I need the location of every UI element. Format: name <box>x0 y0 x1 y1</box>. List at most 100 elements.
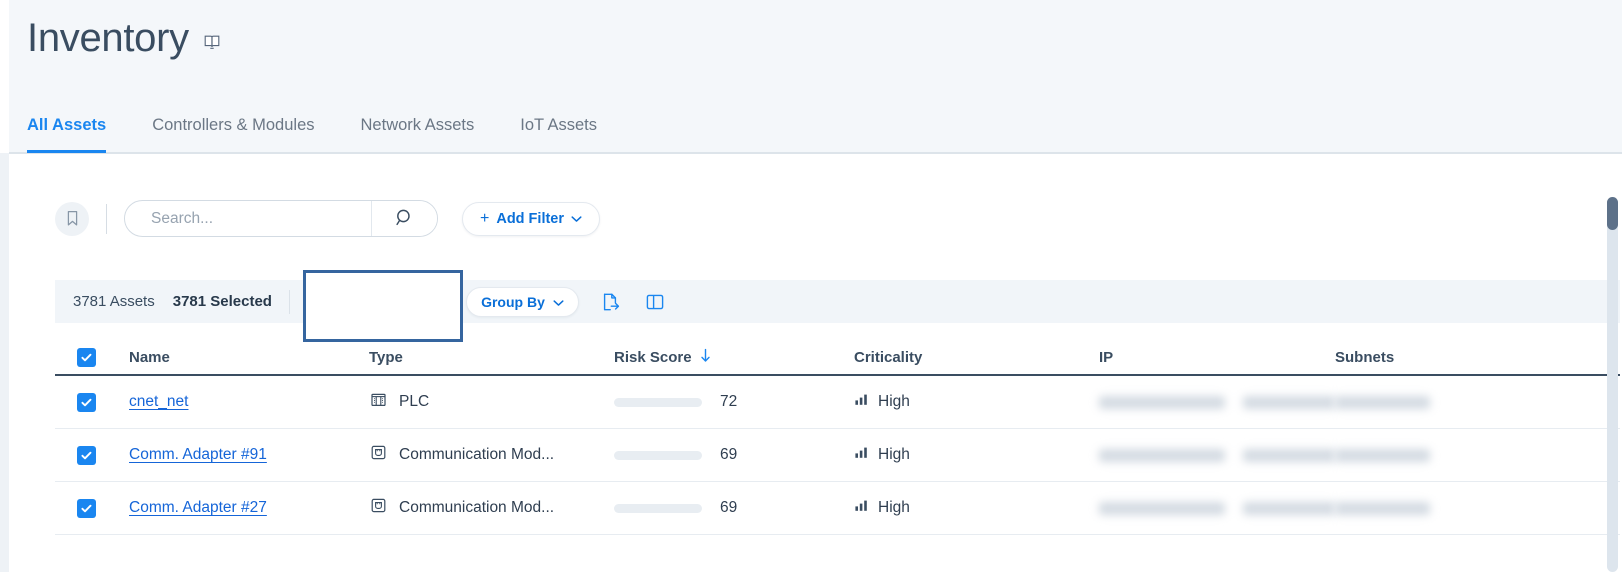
redacted-subnet-value <box>1335 501 1430 515</box>
plus-icon: + <box>480 209 490 227</box>
asset-name-link[interactable]: Comm. Adapter #27 <box>129 499 267 516</box>
communication-module-icon <box>369 443 388 467</box>
column-header-criticality[interactable]: Criticality <box>854 348 923 366</box>
row-risk-cell: 72 <box>614 393 854 411</box>
select-all-cell <box>55 347 129 367</box>
toolbar-divider-2 <box>288 289 290 314</box>
redacted-ip-value-2 <box>1243 448 1335 462</box>
row-subnets-cell <box>1335 448 1575 462</box>
column-header-risk-score[interactable]: Risk Score <box>614 348 854 367</box>
chevron-down-icon <box>571 211 582 227</box>
row-risk-cell: 69 <box>614 499 854 517</box>
search-icon <box>395 208 414 230</box>
vertical-scrollbar[interactable] <box>1607 197 1618 572</box>
add-filter-button[interactable]: + Add Filter <box>462 201 601 236</box>
bookmark-icon[interactable] <box>55 201 89 236</box>
toolbar-divider <box>106 203 107 234</box>
row-checkbox[interactable] <box>77 392 96 412</box>
redacted-subnet-value <box>1335 448 1430 462</box>
row-name-cell: Comm. Adapter #27 <box>129 499 369 517</box>
assets-count: 3781 Assets <box>73 293 155 310</box>
signal-bars-icon <box>854 392 869 412</box>
plc-icon <box>369 390 388 414</box>
search-button[interactable] <box>371 201 437 236</box>
table-row[interactable]: cnet_net PLC <box>55 376 1620 429</box>
row-select-cell <box>55 498 129 518</box>
row-select-cell <box>55 392 129 412</box>
redacted-ip-value-2 <box>1243 395 1335 409</box>
search-box <box>124 200 438 237</box>
risk-score-value: 69 <box>720 446 738 463</box>
page-title-wrap: Inventory <box>27 18 222 58</box>
criticality-label: High <box>878 499 910 516</box>
redacted-ip-value-2 <box>1243 501 1335 515</box>
chevron-down-icon <box>553 294 564 310</box>
row-type-cell: Communication Mod... <box>369 496 614 520</box>
column-header-ip[interactable]: IP <box>1099 348 1114 366</box>
communication-module-icon <box>369 496 388 520</box>
scrollbar-thumb[interactable] <box>1607 197 1618 230</box>
column-header-name[interactable]: Name <box>129 348 170 366</box>
table-row[interactable]: Comm. Adapter #91 Communication Mod... <box>55 429 1620 482</box>
book-icon[interactable] <box>202 32 222 57</box>
columns-icon[interactable] <box>643 290 667 314</box>
redacted-ip-value <box>1099 448 1226 462</box>
risk-score-value: 72 <box>720 393 738 410</box>
column-header-risk-score-label: Risk Score <box>614 348 692 366</box>
row-criticality-cell: High <box>854 445 1099 465</box>
row-criticality-cell: High <box>854 392 1099 412</box>
criticality-label: High <box>878 446 910 463</box>
risk-score-bar <box>614 450 702 460</box>
column-header-subnets[interactable]: Subnets <box>1335 348 1395 366</box>
tabs: All Assets Controllers & Modules Network… <box>27 104 643 154</box>
sort-descending-icon <box>699 348 712 367</box>
page-header: Inventory <box>9 0 1622 104</box>
table-row[interactable]: Comm. Adapter #27 Communication Mod... <box>55 482 1620 535</box>
redacted-ip-value <box>1099 501 1226 515</box>
search-input[interactable] <box>125 201 371 236</box>
asset-name-link[interactable]: cnet_net <box>129 393 189 410</box>
risk-score-bar <box>614 503 702 513</box>
tab-iot-assets[interactable]: IoT Assets <box>520 116 597 134</box>
row-subnets-cell <box>1335 395 1575 409</box>
table-toolbar: 3781 Assets 3781 Selected Bulk Actions G… <box>55 280 1620 323</box>
group-by-label: Group By <box>481 293 545 310</box>
redacted-ip-value <box>1099 395 1226 409</box>
row-name-cell: cnet_net <box>129 393 369 411</box>
row-name-cell: Comm. Adapter #91 <box>129 446 369 464</box>
selected-count: 3781 Selected <box>172 293 272 310</box>
table-header-row: Name Type Risk Score Criticality IP Subn… <box>55 340 1620 376</box>
row-ip-cell <box>1099 448 1335 462</box>
tab-controllers-modules[interactable]: Controllers & Modules <box>152 116 315 134</box>
asset-name-link[interactable]: Comm. Adapter #91 <box>129 446 267 463</box>
redacted-subnet-value <box>1335 395 1430 409</box>
tab-network-assets[interactable]: Network Assets <box>360 116 475 134</box>
row-checkbox[interactable] <box>77 445 96 465</box>
signal-bars-icon <box>854 498 869 518</box>
page-title: Inventory <box>27 16 189 60</box>
row-criticality-cell: High <box>854 498 1099 518</box>
group-by-button[interactable]: Group By <box>466 286 579 317</box>
row-subnets-cell <box>1335 501 1575 515</box>
asset-type-label: Communication Mod... <box>399 499 555 516</box>
content-card: + Add Filter 3781 Assets 3781 Selected B… <box>25 172 1622 572</box>
app-left-edge-lower <box>0 153 9 572</box>
asset-type-label: PLC <box>399 393 430 410</box>
asset-type-label: Communication Mod... <box>399 446 555 463</box>
row-type-cell: Communication Mod... <box>369 443 614 467</box>
signal-bars-icon <box>854 445 869 465</box>
export-icon[interactable] <box>599 290 623 314</box>
risk-score-bar <box>614 397 702 407</box>
select-all-checkbox[interactable] <box>77 347 96 367</box>
row-risk-cell: 69 <box>614 446 854 464</box>
row-ip-cell <box>1099 395 1335 409</box>
row-checkbox[interactable] <box>77 498 96 518</box>
assets-table: Name Type Risk Score Criticality IP Subn… <box>55 340 1620 535</box>
row-ip-cell <box>1099 501 1335 515</box>
column-header-type[interactable]: Type <box>369 348 403 366</box>
search-row: + Add Filter <box>55 200 601 237</box>
tabbar: All Assets Controllers & Modules Network… <box>9 104 1622 154</box>
criticality-label: High <box>878 393 910 410</box>
tab-all-assets[interactable]: All Assets <box>27 104 107 153</box>
